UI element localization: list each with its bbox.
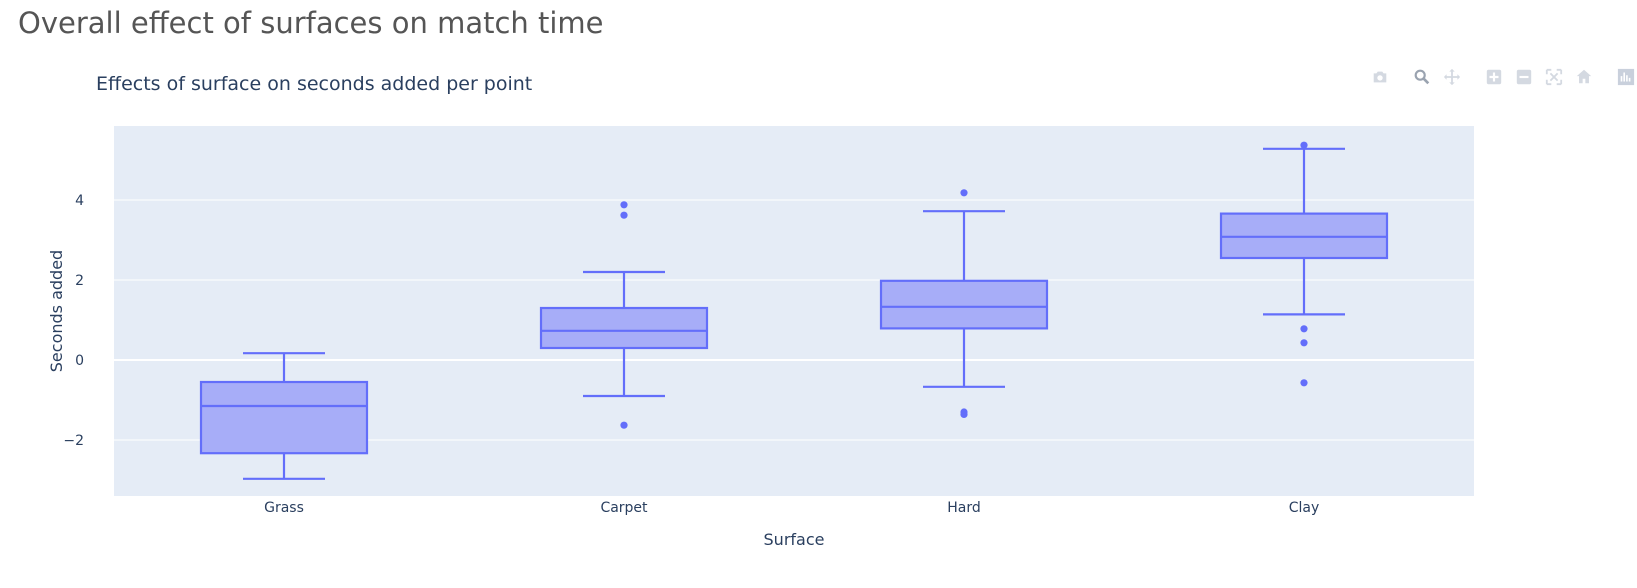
iqr-box[interactable] [879, 279, 1049, 330]
y-tick-label: −2 [63, 433, 84, 449]
y-tick-label: 4 [75, 193, 84, 209]
plotly-logo-icon[interactable] [1615, 66, 1637, 88]
y-axis-title: Seconds added [47, 250, 66, 372]
chart-modebar [1361, 66, 1637, 88]
x-tick-label: Clay [1289, 500, 1320, 516]
outlier-point[interactable] [1300, 325, 1308, 333]
box-trace-clay[interactable] [1219, 141, 1389, 387]
x-tick-labels: Grass Carpet Hard Clay [264, 500, 1319, 516]
y-tick-label: 2 [75, 273, 84, 289]
zoom-in-icon[interactable] [1483, 66, 1505, 88]
box-trace-hard[interactable] [879, 189, 1049, 418]
box-traces[interactable] [199, 141, 1389, 480]
pan-icon[interactable] [1441, 66, 1463, 88]
outlier-point[interactable] [620, 211, 628, 219]
outlier-point[interactable] [1300, 339, 1308, 347]
y-tick-label: 0 [75, 353, 84, 369]
outlier-point[interactable] [960, 410, 968, 418]
outlier-point[interactable] [1300, 141, 1308, 149]
box-trace-grass[interactable] [199, 352, 369, 480]
iqr-box[interactable] [539, 306, 709, 350]
outlier-point[interactable] [1300, 379, 1308, 387]
chart-title: Effects of surface on seconds added per … [96, 73, 532, 95]
x-axis-title: Surface [764, 530, 825, 549]
box-trace-carpet[interactable] [539, 201, 709, 429]
y-tick-labels: −2 0 2 4 [63, 193, 84, 449]
x-tick-label: Hard [947, 500, 981, 516]
iqr-box[interactable] [199, 380, 369, 455]
outlier-point[interactable] [620, 421, 628, 429]
x-tick-label: Carpet [600, 500, 648, 516]
autoscale-icon[interactable] [1543, 66, 1565, 88]
camera-icon[interactable] [1369, 66, 1391, 88]
reset-axes-icon[interactable] [1573, 66, 1595, 88]
zoom-out-icon[interactable] [1513, 66, 1535, 88]
page-heading: Overall effect of surfaces on match time [18, 6, 604, 40]
outlier-point[interactable] [960, 189, 968, 197]
x-tick-label: Grass [264, 500, 304, 516]
zoom-icon[interactable] [1411, 66, 1433, 88]
outlier-point[interactable] [620, 201, 628, 209]
